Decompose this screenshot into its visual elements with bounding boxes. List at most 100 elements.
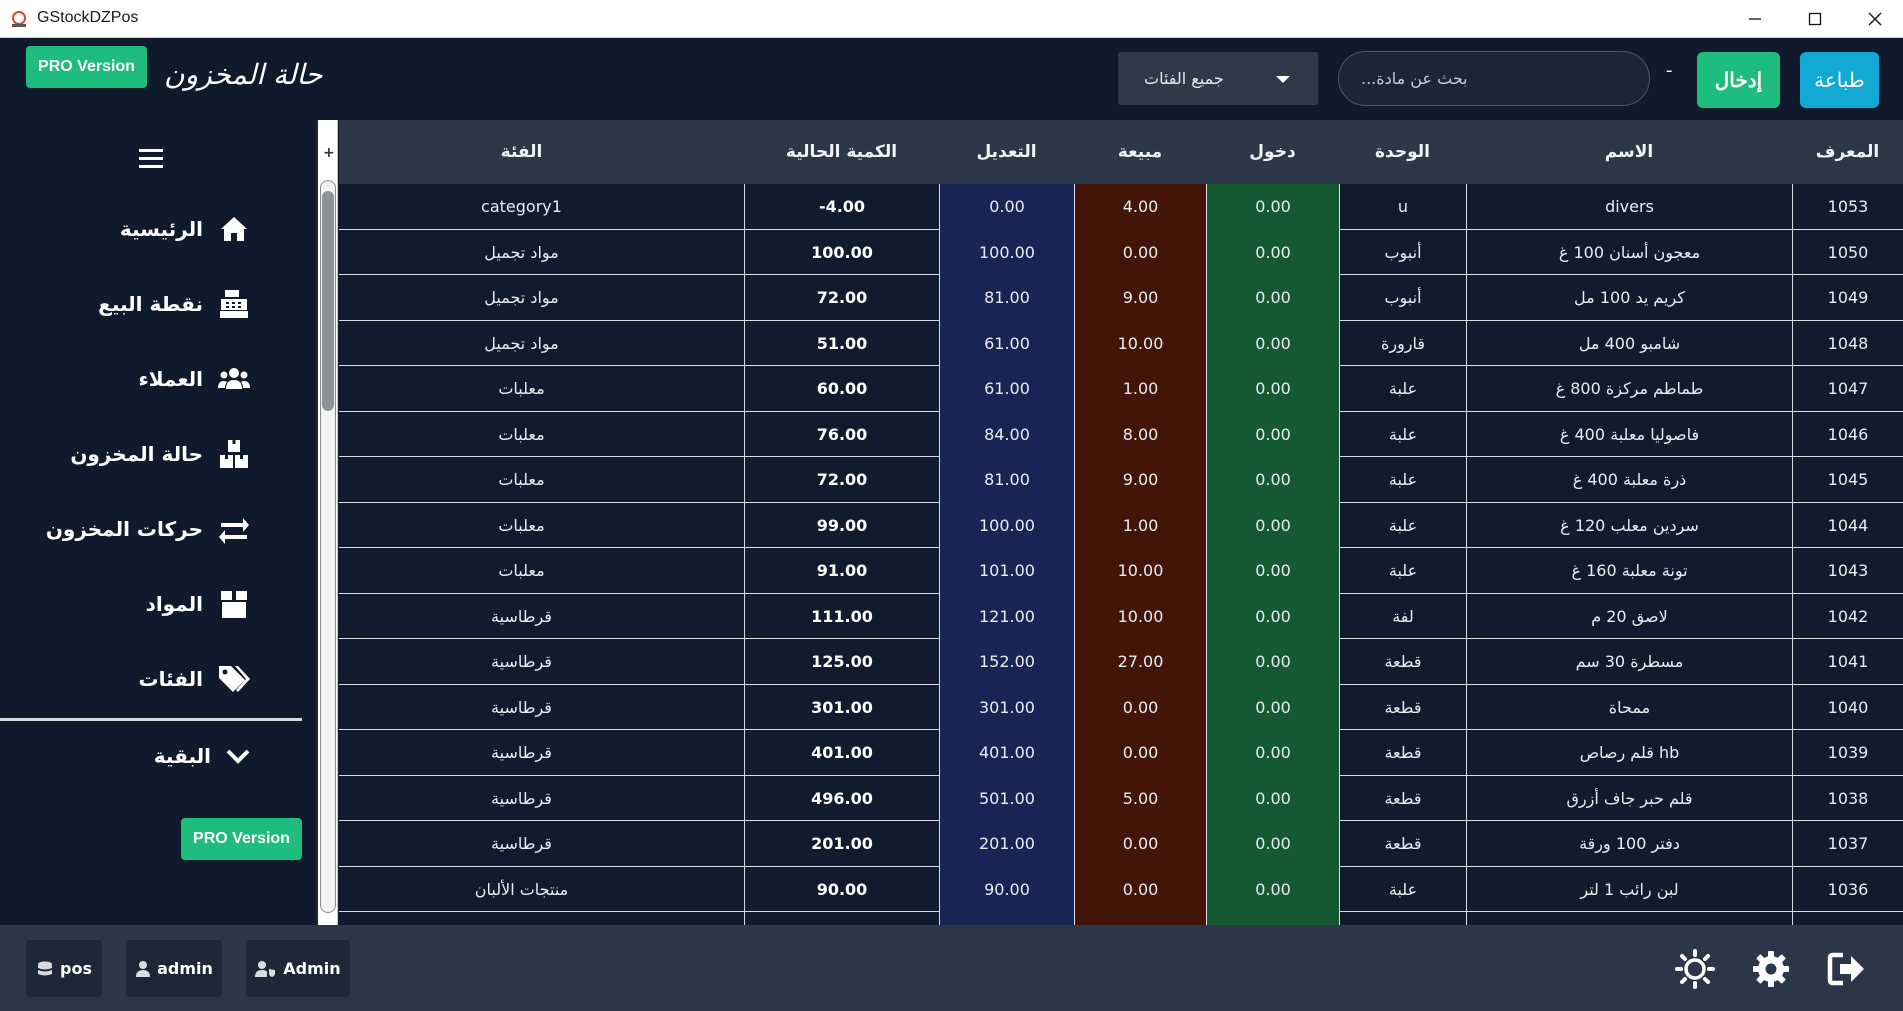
cell-current-quantity: 99.00 <box>744 502 939 548</box>
table-row[interactable]: 1053 divers u 0.00 4.00 0.00 -4.00 category1 <box>339 184 1903 230</box>
scrollbar-thumb[interactable] <box>322 191 334 411</box>
pro-version-button[interactable]: PRO Version <box>26 46 147 88</box>
column-header-id[interactable]: المعرف <box>1815 142 1880 162</box>
sidebar-item-categories[interactable]: الفئات <box>138 659 251 699</box>
settings-gear-icon[interactable] <box>1751 949 1791 989</box>
sidebar-item-pos[interactable]: نقطة البيع <box>98 284 251 324</box>
cell-category: قرطاسية <box>491 697 552 717</box>
cell-adjustment: 201.00 <box>939 821 1074 867</box>
cell-adjustment: 90.00 <box>939 866 1074 912</box>
column-header-current-quantity[interactable]: الكمية الحالية <box>785 142 898 162</box>
cell-sold: 1.00 <box>1074 502 1206 548</box>
cell-adjustment: 100.00 <box>939 502 1074 548</box>
cell-id: 1048 <box>1792 320 1903 366</box>
pro-version-button-sidebar[interactable]: PRO Version <box>181 818 302 860</box>
cell-name: قلم رصاص hb <box>1466 730 1792 776</box>
table-row[interactable]: 1041 مسطرة 30 سم قطعة 0.00 27.00 152.00 125.00… <box>339 639 1903 685</box>
table-row[interactable]: 1046 فاصوليا معلبة 400 غ علبة 0.00 8.00 84.00… <box>339 411 1903 457</box>
cell-name: فاصوليا معلبة 400 غ <box>1466 411 1792 457</box>
cell-unit: علبة <box>1339 366 1466 412</box>
cell-name <box>1466 912 1792 925</box>
minimize-button[interactable] <box>1727 0 1783 38</box>
stock-table: + المعرف الاسم الوحدة دخول مبيعة التعديل… <box>318 120 1903 925</box>
print-button[interactable]: طباعة <box>1800 52 1879 108</box>
column-header-name[interactable]: الاسم <box>1604 142 1654 162</box>
cell-sold: 9.00 <box>1074 457 1206 503</box>
cell-sold: 10.00 <box>1074 320 1206 366</box>
input-button[interactable]: إدخال <box>1697 52 1780 108</box>
cell-adjustment: 121.00 <box>939 593 1074 639</box>
sidebar-item-home[interactable]: الرئيسية <box>120 209 251 249</box>
table-row[interactable]: 1044 سردين معلب 120 غ علبة 0.00 1.00 100.00 99… <box>339 502 1903 548</box>
table-row[interactable]: 1043 تونة معلبة 160 غ علبة 0.00 10.00 101.00 9… <box>339 548 1903 594</box>
cell-sold: 0.00 <box>1074 730 1206 776</box>
cell-adjustment <box>939 912 1074 925</box>
sidebar-item-label: نقطة البيع <box>98 292 203 316</box>
column-header-sold[interactable]: مبيعة <box>1117 142 1163 162</box>
cell-sold: 27.00 <box>1074 639 1206 685</box>
menu-toggle-button[interactable] <box>139 149 163 171</box>
cell-entry: 0.00 <box>1206 821 1339 867</box>
cell-current-quantity: 90.00 <box>744 866 939 912</box>
cell-category: مواد تجميل <box>484 242 559 262</box>
cell-id: 1040 <box>1792 684 1903 730</box>
expand-icon[interactable]: + <box>323 145 335 161</box>
table-row[interactable]: 1040 ممحاة قطعة 0.00 0.00 301.00 301.00 قرطاسية <box>339 684 1903 730</box>
cell-adjustment: 152.00 <box>939 639 1074 685</box>
column-header-category[interactable]: الفئة <box>500 142 543 162</box>
column-header-entry[interactable]: دخول <box>1249 142 1296 162</box>
page-title: حالة المخزون <box>164 58 323 91</box>
table-row[interactable]: 1038 قلم حبر جاف أزرق قطعة 0.00 5.00 501.00 49… <box>339 775 1903 821</box>
cell-sold: 0.00 <box>1074 684 1206 730</box>
table-row[interactable]: 1039 قلم رصاص hb قطعة 0.00 0.00 401.00 401.00 ق… <box>339 730 1903 776</box>
logout-icon[interactable] <box>1827 949 1867 989</box>
cell-current-quantity: 111.00 <box>744 593 939 639</box>
table-row[interactable]: 1042 لاصق 20 م لفة 0.00 10.00 121.00 111.00 قرط… <box>339 593 1903 639</box>
cell-current-quantity: 76.00 <box>744 411 939 457</box>
sidebar-item-stock-movements[interactable]: حركات المخزون <box>46 509 251 549</box>
cell-adjustment: 100.00 <box>939 229 1074 275</box>
column-header-unit[interactable]: الوحدة <box>1375 142 1430 162</box>
minimize-icon <box>1749 18 1761 20</box>
cell-current-quantity: 91.00 <box>744 548 939 594</box>
cell-category: قرطاسية <box>491 606 552 626</box>
cell-entry: 0.00 <box>1206 320 1339 366</box>
cell-id: 1047 <box>1792 366 1903 412</box>
table-row[interactable]: 1036 لبن رائب 1 لتر علبة 0.00 0.00 90.00 90.00… <box>339 866 1903 912</box>
sidebar-item-label: البقية <box>153 744 211 768</box>
search-input[interactable] <box>1339 52 1649 105</box>
maximize-button[interactable] <box>1787 0 1843 38</box>
home-icon <box>221 217 247 241</box>
table-row[interactable]: 1048 شامبو 400 مل قارورة 0.00 10.00 61.00 51.0… <box>339 320 1903 366</box>
caret-down-icon <box>1276 76 1290 83</box>
vertical-scrollbar[interactable] <box>320 180 336 913</box>
box-icon <box>221 591 247 618</box>
cell-id: 1050 <box>1792 229 1903 275</box>
cell-adjustment: 81.00 <box>939 457 1074 503</box>
cell-current-quantity: 401.00 <box>744 730 939 776</box>
cell-category: قرطاسية <box>491 788 552 808</box>
column-header-adjustment[interactable]: التعديل <box>976 142 1037 162</box>
role-chip[interactable]: Admin <box>246 940 350 997</box>
user-chip[interactable]: admin <box>126 940 222 997</box>
cell-entry: 0.00 <box>1206 275 1339 321</box>
sidebar-item-products[interactable]: المواد <box>146 584 251 624</box>
sidebar-item-customers[interactable]: العملاء <box>139 359 251 399</box>
sidebar-item-stock-status[interactable]: حالة المخزون <box>70 434 251 474</box>
table-row[interactable]: 1037 دفتر 100 ورقة قطعة 0.00 0.00 201.00 201.0… <box>339 821 1903 867</box>
cell-sold: 5.00 <box>1074 775 1206 821</box>
table-row[interactable]: 1047 طماطم مركزة 800 غ علبة 0.00 1.00 61.00 60… <box>339 366 1903 412</box>
header-bar: PRO Version حالة المخزون جميع الفئات - إ… <box>0 38 1903 120</box>
category-select[interactable]: جميع الفئات <box>1118 52 1318 105</box>
table-row[interactable]: 1049 كريم يد 100 مل أنبوب 0.00 9.00 81.00 72.0… <box>339 275 1903 321</box>
database-chip-label: pos <box>60 959 92 978</box>
brightness-icon[interactable] <box>1675 949 1715 989</box>
table-row[interactable]: 1045 ذرة معلبة 400 غ علبة 0.00 9.00 81.00 72.0… <box>339 457 1903 503</box>
cell-id: 1046 <box>1792 411 1903 457</box>
close-button[interactable] <box>1847 0 1903 38</box>
database-chip[interactable]: pos <box>26 940 102 997</box>
table-row[interactable] <box>339 912 1903 925</box>
cell-category: category1 <box>481 197 562 217</box>
table-row[interactable]: 1050 معجون أسنان 100 غ أنبوب 0.00 0.00 100.00… <box>339 229 1903 275</box>
sidebar-item-more[interactable]: البقية <box>154 743 251 769</box>
